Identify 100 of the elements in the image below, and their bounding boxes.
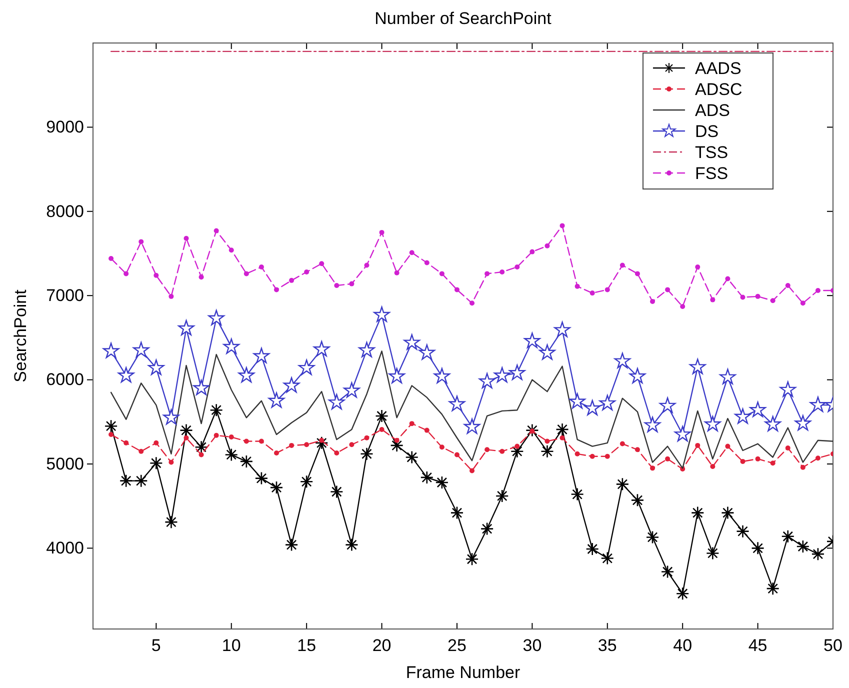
point (379, 230, 384, 235)
point (586, 542, 599, 556)
point (646, 530, 660, 544)
point (570, 488, 584, 501)
point (704, 416, 721, 432)
point (690, 506, 704, 520)
point (556, 422, 569, 436)
point (544, 243, 550, 248)
point (721, 506, 734, 520)
point (349, 281, 354, 286)
point (650, 466, 656, 471)
point (785, 445, 790, 450)
y-tick-label: 8000 (46, 202, 84, 221)
point (138, 239, 144, 244)
point (544, 438, 550, 444)
point (198, 274, 204, 280)
point (676, 586, 690, 600)
point (811, 547, 825, 561)
point (198, 452, 204, 458)
x-tick-label: 15 (297, 636, 316, 656)
point (755, 294, 760, 299)
point (119, 474, 133, 488)
point (274, 450, 279, 456)
point (454, 452, 460, 458)
point (629, 368, 646, 384)
point (274, 287, 279, 292)
point (154, 272, 159, 278)
point (554, 322, 570, 338)
x-tick-label: 45 (748, 636, 768, 656)
x-tick-label: 30 (522, 636, 542, 656)
x-tick-label: 25 (448, 636, 466, 656)
point (194, 440, 208, 454)
point (815, 456, 820, 461)
point (454, 287, 460, 292)
point (750, 402, 766, 418)
y-tick-label: 6000 (46, 370, 84, 390)
point (604, 454, 610, 459)
point (495, 489, 509, 503)
point (244, 271, 249, 276)
point (710, 297, 716, 302)
point (388, 368, 405, 384)
point (148, 359, 164, 375)
point (418, 344, 436, 360)
point (800, 464, 806, 470)
point (484, 447, 490, 452)
point (674, 426, 691, 442)
point (620, 441, 625, 446)
point (690, 358, 706, 374)
point (526, 424, 539, 437)
y-tick-label: 9000 (46, 118, 84, 137)
point (770, 460, 776, 466)
point (478, 372, 496, 388)
point (240, 454, 254, 468)
point (208, 310, 224, 326)
point (448, 396, 466, 412)
point (540, 444, 554, 458)
legend-label: TSS (695, 143, 728, 162)
point (734, 408, 751, 424)
chart-title: Number of SearchPoint (374, 9, 552, 28)
point (214, 432, 219, 438)
point (569, 393, 586, 409)
point (614, 352, 631, 368)
point (184, 435, 189, 440)
point (500, 448, 505, 454)
point (764, 416, 781, 432)
point (590, 290, 595, 296)
point (345, 538, 358, 552)
point (539, 344, 556, 360)
point (364, 435, 370, 440)
point (224, 448, 238, 462)
point (470, 468, 475, 474)
point (104, 419, 118, 433)
point (349, 442, 354, 448)
point (180, 424, 193, 437)
point (500, 270, 505, 275)
point (785, 282, 790, 288)
point (253, 348, 270, 364)
point (600, 552, 614, 565)
x-tick-label: 40 (673, 636, 692, 656)
point (258, 438, 264, 444)
y-tick-label: 7000 (46, 286, 84, 306)
point (660, 565, 674, 578)
legend-label: FSS (695, 164, 728, 183)
point (228, 434, 234, 440)
point (360, 447, 374, 461)
point (409, 250, 414, 256)
point (134, 474, 148, 488)
point (164, 515, 178, 529)
x-tick-label: 50 (824, 636, 842, 656)
point (620, 262, 625, 268)
point (223, 338, 240, 354)
x-axis-title: Frame Number (406, 663, 520, 682)
point (314, 340, 330, 356)
x-tick-label: 20 (372, 636, 392, 656)
point (604, 287, 610, 292)
point (770, 298, 776, 304)
point (815, 288, 820, 294)
point (796, 540, 810, 554)
point (755, 456, 760, 462)
point (319, 438, 324, 443)
